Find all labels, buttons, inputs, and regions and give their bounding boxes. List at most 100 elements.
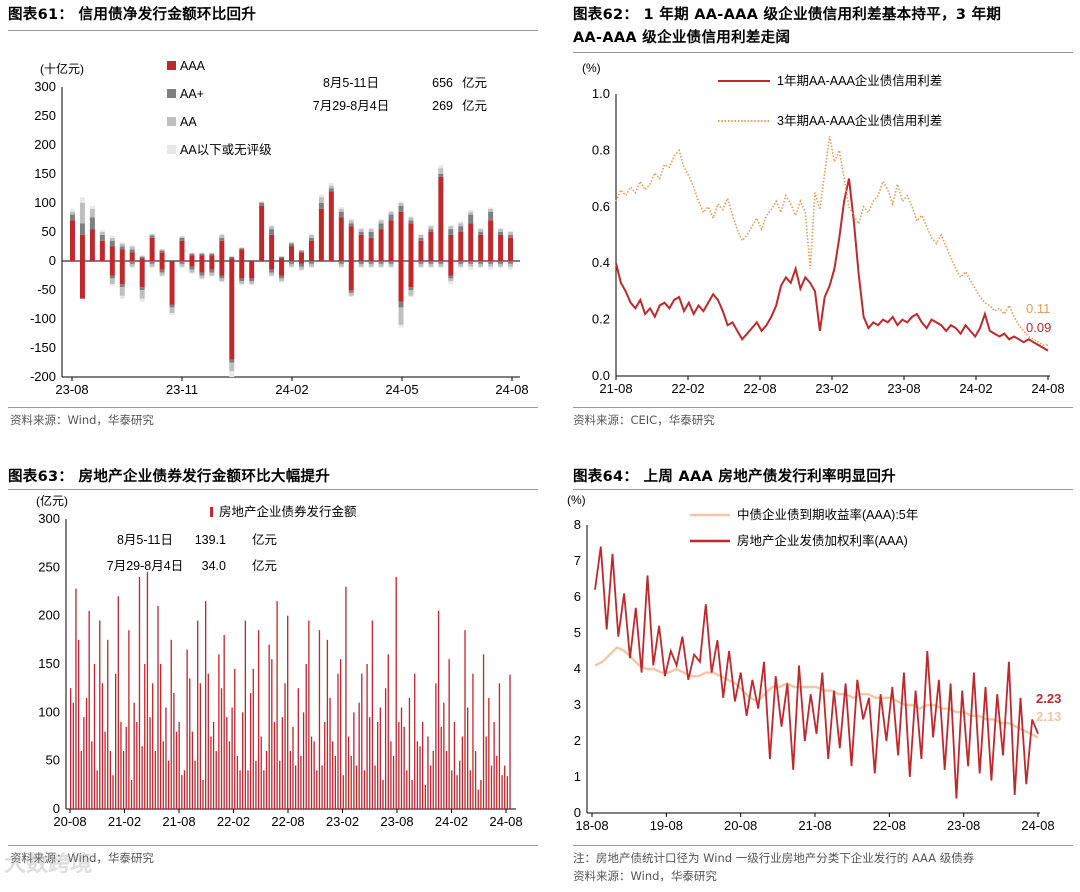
chart-61-bar-aaa — [488, 220, 494, 261]
chart-63-bar — [347, 736, 350, 809]
chart-61-ytick-label: -150 — [30, 340, 56, 355]
chart-61-bar-neg-aa — [279, 278, 285, 282]
chart-64-xtick-label: 24-08 — [1021, 818, 1054, 833]
chart-61-bar-aa+ — [338, 211, 344, 218]
chart-61-ytick-label: 150 — [34, 166, 56, 181]
chart-61-bar-aa — [458, 223, 464, 227]
chart-61-bar-aa_low — [159, 248, 165, 250]
chart-61-bar-aa+ — [89, 217, 95, 230]
chart-61-bar-aa_low — [408, 216, 414, 218]
chart-61-bar-neg-aa — [149, 263, 155, 267]
chart-61-bar-aaa — [109, 246, 115, 261]
chart-63-legend-label: 房地产企业债券发行金额 — [219, 504, 357, 519]
chart-63-bar — [498, 683, 501, 809]
chart-63-bar — [128, 630, 130, 809]
chart-63-bar — [117, 596, 119, 809]
chart-61-bar-aa+ — [139, 256, 145, 259]
chart-61-bar-aaa — [318, 208, 324, 261]
chart-63-bar — [358, 702, 360, 809]
chart-61-bar-aa — [199, 252, 205, 255]
chart-64-series-line — [594, 546, 1039, 799]
chart-63-bar — [387, 654, 389, 809]
chart-63-bar — [138, 577, 141, 809]
chart-61-bar-neg-aa_low — [358, 266, 364, 268]
chart-61-bar-aa_low — [289, 241, 294, 243]
chart-63-bar — [268, 644, 270, 809]
chart-63-bar — [77, 639, 80, 809]
chart-61-bar-neg-aaa — [249, 261, 255, 279]
chart-63-bar — [496, 755, 498, 809]
chart-61-bar-aa+ — [229, 256, 235, 259]
chart-63-ytick-label: 300 — [38, 511, 60, 526]
chart-63-ytick-label: 0 — [53, 801, 60, 816]
chart-61-bar-aa — [468, 211, 474, 215]
chart-61-bar-neg-aa_low — [279, 281, 285, 283]
chart-63-bar — [337, 673, 339, 809]
chart-63-bar — [488, 697, 490, 809]
chart-63-bar — [165, 707, 167, 809]
chart-61-bar-aa+ — [70, 214, 75, 221]
chart-61-bar-neg-aa+ — [249, 278, 255, 282]
chart-62-xtick-label: 21-08 — [599, 381, 632, 396]
chart-63-xtick-label: 24-02 — [435, 814, 468, 829]
chart-61-bar-aa_low — [368, 227, 374, 230]
chart-61-bar-neg-aa+ — [508, 261, 514, 264]
chart-61-bar-aaa — [438, 176, 444, 261]
chart-61-bar-neg-aa+ — [408, 287, 414, 290]
chart-61-annotation-value: 269 — [432, 99, 453, 113]
chart-63-bar — [85, 697, 88, 809]
chart-64-ytick-label: 2 — [574, 733, 581, 748]
chart-61-bar-aa_low — [199, 252, 205, 253]
chart-63-bar — [429, 765, 432, 809]
chart-61-bar-aa+ — [378, 223, 384, 230]
chart-63-bar — [210, 736, 212, 809]
chart-63-bar — [339, 659, 342, 809]
chart-63-bar — [329, 697, 331, 809]
chart-61-bar-aa — [338, 208, 344, 212]
chart-61-bar-aa_low — [318, 194, 324, 198]
chart-64-ytick-label: 0 — [574, 805, 581, 820]
chart-61-xtick-label: 23-11 — [166, 382, 198, 397]
chart-62-source: 资料来源：CEIC，华泰研究 — [573, 413, 715, 427]
chart-61-bar-aa+ — [358, 232, 364, 235]
chart-61-bar-neg-aa+ — [159, 269, 165, 273]
chart-61-source: 资料来源：Wind，华泰研究 — [10, 413, 154, 427]
chart-64-source: 资料来源：Wind，华泰研究 — [573, 869, 717, 883]
chart-61-annotation-period: 8月5-11日 — [323, 76, 379, 90]
chart-61-bar-neg-aa_low — [428, 266, 434, 268]
chart-61-legend-label: AAA — [180, 59, 206, 73]
chart-63-bar — [273, 722, 276, 809]
chart-63-bar — [369, 717, 371, 809]
chart-61-bar-aa+ — [269, 229, 275, 235]
chart-61-bar-aaa — [368, 237, 374, 261]
chart-63-bar — [464, 630, 466, 809]
chart-63-bar — [75, 588, 77, 809]
chart-63-bar — [501, 775, 503, 809]
chart-62: (%) 1.0 0.8 0.6 0.4 0.2 0.021-08 22-02 22-08 23-0… — [582, 61, 1065, 396]
chart-61-bar-neg-aa_low — [289, 266, 294, 268]
chart-61-bar-neg-aaa — [119, 261, 125, 285]
chart-61-bar-neg-aa_low — [298, 269, 304, 271]
chart-61-bar-aaa — [408, 223, 414, 261]
chart-61-bar-aa+ — [219, 237, 225, 241]
chart-61-bar-aaa — [199, 255, 205, 261]
chart-61-bar-neg-aa+ — [109, 275, 115, 279]
chart-61-bar-neg-aa+ — [468, 261, 474, 264]
chart-61-bar-aa+ — [428, 229, 434, 232]
chart-63-bar — [297, 688, 299, 809]
chart-64-xtick-label: 22-08 — [873, 818, 906, 833]
chart-61-bar-neg-aa — [159, 272, 165, 276]
chart-61-bar-aa — [358, 229, 364, 232]
chart-63-bar — [424, 784, 426, 809]
chart-64-xtick-label: 20-08 — [724, 818, 757, 833]
chart-61-ytick-label: -50 — [37, 282, 56, 297]
chart-61-bar-neg-aaa — [239, 261, 245, 279]
chart-61-bar-aa_low — [308, 233, 314, 235]
chart-63-bar — [154, 751, 157, 809]
chart-61-bar-neg-aa — [508, 263, 514, 267]
chart-63-bar — [99, 620, 101, 809]
chart-61-bar-aa — [398, 203, 404, 206]
chart-61-bar-neg-aaa — [298, 261, 304, 264]
chart-62-end-label: 0.11 — [1026, 301, 1050, 316]
chart-61-legend-swatch — [167, 89, 176, 98]
